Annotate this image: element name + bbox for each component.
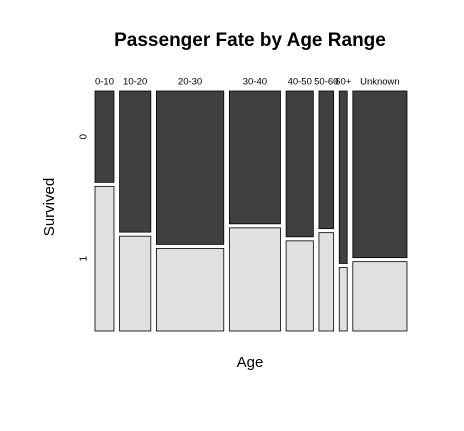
tile [318, 90, 335, 230]
tile [318, 232, 335, 332]
y-axis-label: Survived [41, 178, 58, 236]
tile [352, 261, 408, 332]
tile [119, 90, 152, 233]
tile [94, 90, 115, 183]
tile [338, 267, 348, 332]
column-label: 40-50 [288, 77, 312, 88]
column-label: 20-30 [178, 77, 202, 88]
tile [352, 90, 408, 259]
tile [228, 227, 281, 332]
tile [156, 90, 225, 245]
column-label: Unknown [360, 77, 400, 88]
chart-title: Passenger Fate by Age Range [114, 30, 386, 51]
column-label: 50-60 [314, 77, 338, 88]
column-label: 0-10 [95, 77, 114, 88]
tile [338, 90, 348, 264]
tile [285, 240, 314, 332]
column-label: 60+ [335, 77, 352, 88]
tile [228, 90, 281, 225]
y-level-label: 0 [79, 133, 90, 139]
x-axis-label: Age [237, 354, 264, 371]
tile [285, 90, 314, 238]
tile [156, 247, 225, 332]
tile [94, 185, 115, 332]
tile [119, 235, 152, 332]
column-label: 10-20 [123, 77, 147, 88]
y-level-label: 1 [79, 255, 90, 261]
column-label: 30-40 [243, 77, 267, 88]
